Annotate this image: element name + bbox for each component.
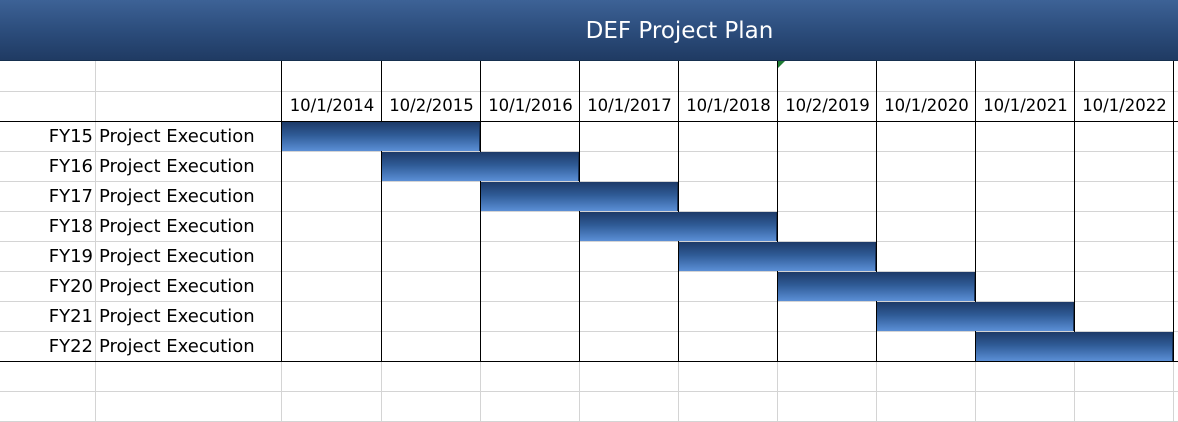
task-name: Project Execution [99,156,255,177]
task-name: Project Execution [99,276,255,297]
gantt-bar [481,182,678,211]
timeline-tick-label: 10/1/2022 [1082,96,1167,115]
task-fiscal-year: FY22 [48,336,93,357]
gantt-bar [679,242,876,271]
gantt-bar [382,152,579,181]
chart-title-banner: DEF Project Plan [0,0,1178,61]
task-fiscal-year: FY16 [48,156,93,177]
task-name: Project Execution [99,246,255,267]
timeline-tick-label: 10/1/2020 [884,96,969,115]
gantt-bar [976,332,1173,361]
task-fiscal-year: FY17 [48,186,93,207]
timeline-tick-label: 10/2/2019 [785,96,870,115]
task-fiscal-year: FY21 [48,306,93,327]
timeline-tick-label: 10/2/2015 [389,96,474,115]
task-fiscal-year: FY15 [48,126,93,147]
cell-comment-indicator-icon [778,61,785,68]
timeline-tick-label: 10/1/2018 [686,96,771,115]
task-fiscal-year: FY20 [48,276,93,297]
gantt-bar [877,302,1074,331]
gantt-bar [580,212,777,241]
timeline-tick-label: 10/1/2014 [289,96,375,115]
task-name: Project Execution [99,216,255,237]
task-name: Project Execution [99,336,255,357]
task-name: Project Execution [99,306,255,327]
timeline-tick-label: 10/1/2016 [488,96,573,115]
timeline-tick-label: 10/1/2021 [983,96,1068,115]
gantt-bar [282,122,480,151]
chart-title: DEF Project Plan [585,18,774,44]
timeline-tick-label: 10/1/2017 [587,96,672,115]
task-fiscal-year: FY18 [48,216,93,237]
task-fiscal-year: FY19 [48,246,93,267]
task-name: Project Execution [99,126,255,147]
task-name: Project Execution [99,186,255,207]
gantt-bar [778,272,975,301]
